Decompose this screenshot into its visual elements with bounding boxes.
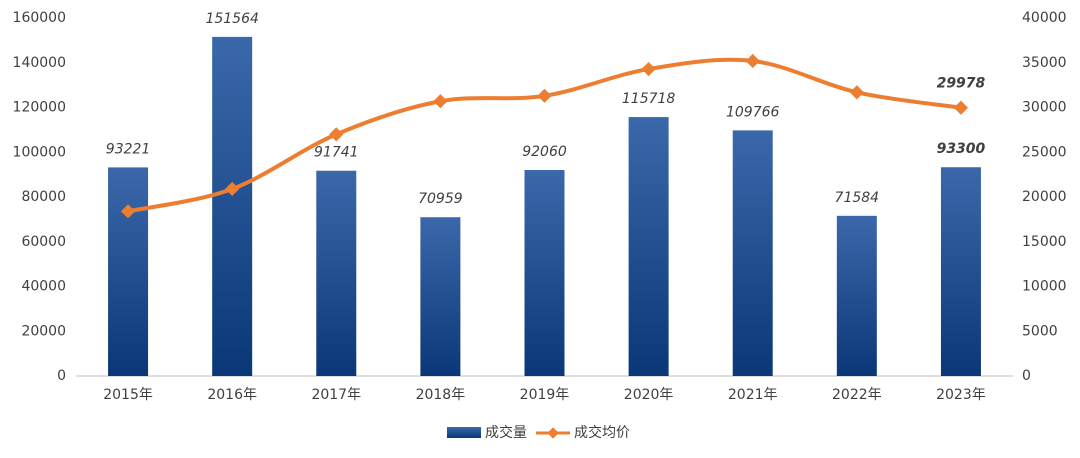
data-label: 29978 <box>937 76 986 92</box>
line-marker <box>641 61 656 77</box>
data-label: 115718 <box>622 91 676 107</box>
bar <box>940 167 981 376</box>
x-tick-label: 2020年 <box>624 387 674 403</box>
line-marker <box>537 88 552 103</box>
data-label: 93300 <box>937 141 986 157</box>
x-tick-label: 2018年 <box>416 387 466 403</box>
y-tick-label: 60000 <box>21 234 66 250</box>
legend-label: 成交均价 <box>574 424 630 441</box>
bar <box>212 36 253 376</box>
y-tick-label: 140000 <box>13 55 66 71</box>
data-label: 71584 <box>835 190 880 206</box>
legend-swatch <box>547 427 559 439</box>
bar <box>420 217 461 376</box>
bar <box>108 167 149 376</box>
y2-tick-label: 20000 <box>1022 189 1067 205</box>
data-label: 91741 <box>314 145 359 161</box>
y-tick-label: 0 <box>57 368 66 384</box>
y2-tick-label: 15000 <box>1022 234 1067 250</box>
y2-tick-label: 30000 <box>1022 100 1067 116</box>
data-label: 92060 <box>522 144 567 160</box>
bar <box>836 215 877 376</box>
line-marker <box>745 53 760 69</box>
bar <box>628 117 669 376</box>
line-marker <box>433 94 448 109</box>
x-tick-label: 2015年 <box>103 387 153 403</box>
y-tick-label: 40000 <box>21 279 66 295</box>
y2-tick-label: 35000 <box>1022 55 1067 71</box>
line-marker <box>225 181 240 197</box>
line-marker <box>953 100 969 115</box>
line-marker <box>329 127 344 142</box>
y-tick-label: 100000 <box>13 144 66 160</box>
y2-tick-label: 0 <box>1022 368 1031 384</box>
x-tick-label: 2023年 <box>936 387 986 403</box>
x-tick-label: 2016年 <box>207 387 257 403</box>
y-tick-label: 160000 <box>13 10 66 26</box>
y2-tick-label: 40000 <box>1022 10 1067 26</box>
y-tick-label: 120000 <box>13 100 66 116</box>
data-label: 70959 <box>418 191 463 207</box>
bar <box>524 170 565 376</box>
x-tick-label: 2017年 <box>311 387 361 403</box>
y2-tick-label: 25000 <box>1022 144 1067 160</box>
y-tick-label: 20000 <box>21 323 66 339</box>
legend-swatch <box>447 427 481 438</box>
data-label: 151564 <box>205 11 258 27</box>
y2-tick-label: 10000 <box>1022 279 1067 295</box>
legend: 成交量 成交均价 <box>447 424 630 441</box>
legend-label: 成交量 <box>485 424 527 441</box>
y2-tick-label: 5000 <box>1022 323 1058 339</box>
bar <box>732 130 773 376</box>
data-label: 93221 <box>106 141 151 157</box>
x-tick-label: 2022年 <box>832 387 882 403</box>
x-tick-label: 2019年 <box>520 387 570 403</box>
bar <box>316 170 357 376</box>
data-label: 109766 <box>726 104 780 120</box>
y-tick-label: 80000 <box>21 189 66 205</box>
x-tick-label: 2021年 <box>728 387 778 403</box>
line-marker <box>849 85 864 100</box>
